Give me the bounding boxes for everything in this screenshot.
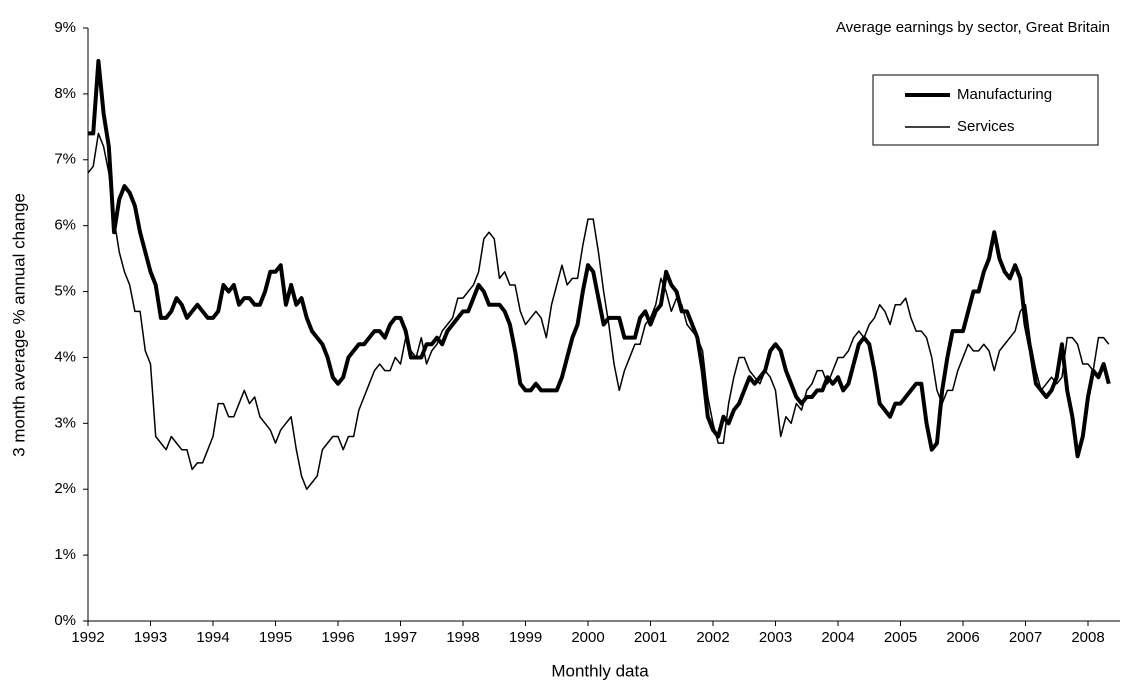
- x-tick-label: 2002: [696, 629, 729, 646]
- x-tick-label: 2008: [1071, 629, 1104, 646]
- x-tick-label: 1993: [134, 629, 167, 646]
- y-axis-label: 3 month average % annual change: [9, 193, 28, 457]
- x-tick-label: 1997: [384, 629, 417, 646]
- x-tick-label: 2004: [821, 629, 854, 646]
- y-tick-label: 9%: [54, 19, 76, 36]
- y-tick-label: 1%: [54, 546, 76, 563]
- x-tick-label: 2001: [634, 629, 667, 646]
- x-tick-label: 1996: [321, 629, 354, 646]
- x-tick-label: 2007: [1009, 629, 1042, 646]
- y-tick-label: 5%: [54, 283, 76, 300]
- x-tick-label: 1995: [259, 629, 292, 646]
- y-tick-label: 8%: [54, 85, 76, 102]
- x-tick-label: 1992: [71, 629, 104, 646]
- y-tick-label: 3%: [54, 414, 76, 431]
- x-tick-label: 1999: [509, 629, 542, 646]
- series-line: [88, 58, 1111, 459]
- legend-box: [872, 74, 1099, 146]
- series-line: [87, 132, 1110, 490]
- x-axis-label: Monthly data: [551, 661, 649, 680]
- x-tick-label: 1994: [196, 629, 229, 646]
- x-tick-label: 1998: [446, 629, 479, 646]
- legend-label: Manufacturing: [957, 86, 1052, 103]
- legend-label: Services: [957, 118, 1015, 135]
- x-tick-label: 2005: [884, 629, 917, 646]
- x-tick-label: 2006: [946, 629, 979, 646]
- x-tick-label: 2003: [759, 629, 792, 646]
- y-tick-label: 4%: [54, 348, 76, 365]
- chart-title: Average earnings by sector, Great Britai…: [836, 19, 1110, 36]
- x-tick-label: 2000: [571, 629, 604, 646]
- y-tick-label: 0%: [54, 612, 76, 629]
- y-tick-label: 7%: [54, 151, 76, 168]
- y-tick-label: 6%: [54, 217, 76, 234]
- y-tick-label: 2%: [54, 480, 76, 497]
